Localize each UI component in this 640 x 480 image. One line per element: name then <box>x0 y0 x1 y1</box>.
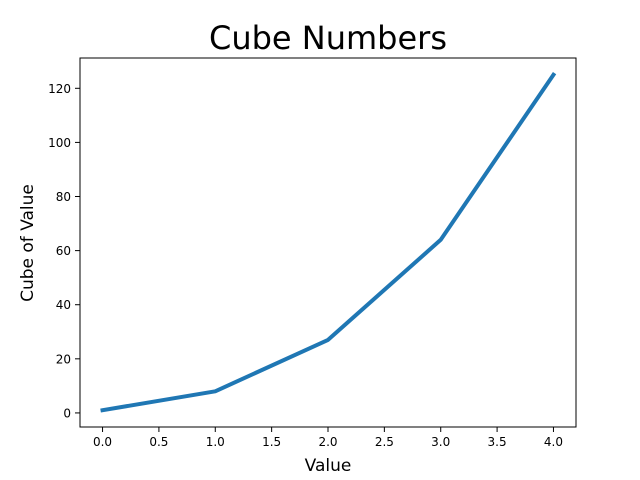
x-tick-label: 2.0 <box>318 435 337 449</box>
y-tick-label: 120 <box>48 82 71 96</box>
x-tick-label: 0.5 <box>149 435 168 449</box>
axes-frame <box>79 57 577 428</box>
x-tick-label: 3.5 <box>488 435 507 449</box>
plot-area: 0.0 0.5 1.0 1.5 2.0 2.5 3.0 3.5 4.0 0 20 40 60 80 100 1… <box>48 57 577 449</box>
series-line-0 <box>100 71 557 413</box>
y-tick-label: 40 <box>56 298 71 312</box>
y-tick-label: 20 <box>56 352 71 366</box>
x-axis-label: Value <box>305 456 352 476</box>
x-tick-label: 4.0 <box>544 435 563 449</box>
x-tick-label: 0.0 <box>93 435 112 449</box>
chart-title: Cube Numbers <box>209 19 447 57</box>
x-tick-label: 1.5 <box>262 435 281 449</box>
y-tick-label: 60 <box>56 244 71 258</box>
x-tick-label: 1.0 <box>206 435 225 449</box>
x-tick-label: 3.0 <box>431 435 450 449</box>
y-tick-label: 100 <box>48 136 71 150</box>
y-tick-label: 0 <box>63 406 71 420</box>
y-axis-label: Cube of Value <box>18 184 38 302</box>
x-tick-label: 2.5 <box>375 435 394 449</box>
y-tick-label: 80 <box>56 190 71 204</box>
